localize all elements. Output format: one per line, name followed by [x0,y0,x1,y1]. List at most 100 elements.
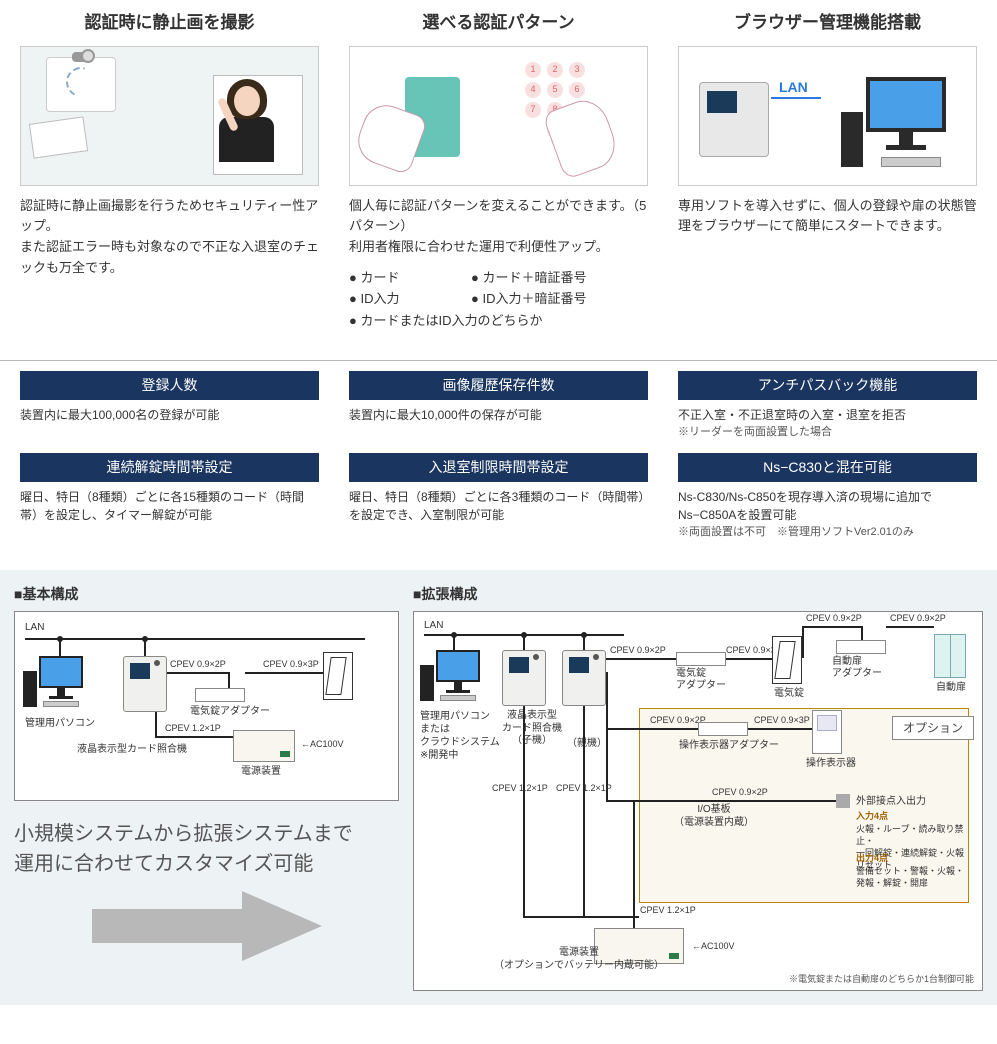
diagram-title-basic: ■基本構成 [14,584,399,605]
auto-door-adapter-label: 自動扉 アダプター [832,656,882,680]
ac-label: ←AC100V [692,940,735,954]
diagram-extended: LAN 管理用パソコン または クラウドシステム ※開発中 液晶表示型 カード照… [413,611,983,991]
spec-item: 連続解錠時間帯設定 曜日、特日（8種類）ごとに各15種類のコード（時間帯）を設定… [20,453,319,541]
reader-child-icon [502,650,546,706]
psu-label: 電源装置 [241,764,281,779]
lock-adapter-label: 電気錠アダプター [190,704,270,719]
spec-note: ※リーダーを両面設置した場合 [678,424,977,441]
feature-illustration [20,46,319,186]
reader-icon [123,656,167,712]
spec-item: Ns−C830と混在可能 Ns-C830/Ns-C850を現存導入済の現場に追加… [678,453,977,541]
spec-desc: 装置内に最大100,000名の登録が可能 [20,406,319,424]
pc-label: 管理用パソコン または クラウドシステム ※開発中 [420,710,500,762]
spec-item: アンチパスバック機能 不正入室・不正退室時の入室・退室を拒否 ※リーダーを両面設… [678,371,977,441]
feature-auth-pattern: 選べる認証パターン 1 2 3 4 5 6 7 8 9 0 個人毎に認証パターン… [349,10,648,330]
spec-item: 入退室制限時間帯設定 曜日、特日（8種類）ごとに各3種類のコード（時間帯）を設定… [349,453,648,541]
display-label: 操作表示器 [806,756,856,771]
feature-illustration: 1 2 3 4 5 6 7 8 9 0 [349,46,648,186]
cable-label: CPEV 0.9×2P [170,658,226,672]
auto-door-label: 自動扉 [936,680,966,695]
spec-desc: 装置内に最大10,000件の保存が可能 [349,406,648,424]
spec-header: アンチパスバック機能 [678,371,977,400]
lan-label: LAN [25,620,44,635]
reader-label: 液晶表示型カード照合機 [77,742,187,757]
diagram-left-col: ■基本構成 LAN 管理用パソコン 液晶表示型カード照合機 CPEV 0.9×2… [14,584,399,991]
spec-desc: 曜日、特日（8種類）ごとに各3種類のコード（時間帯）を設定でき、入室制限が可能 [349,488,648,524]
auto-door-icon [934,634,966,678]
cable-label: CPEV 0.9×2P [890,612,946,626]
spec-desc: 不正入室・不正退室時の入室・退室を拒否 [678,406,977,424]
cable-label: CPEV 1.2×1P [640,904,696,918]
cable-label: CPEV 0.9×2P [806,612,862,626]
spec-header: 入退室制限時間帯設定 [349,453,648,482]
spec-item: 登録人数 装置内に最大100,000名の登録が可能 [20,371,319,441]
lan-label: LAN [424,618,443,633]
spec-note: ※両面設置は不可 ※管理用ソフトVer2.01のみ [678,524,977,541]
display-device-icon [812,710,842,754]
io-board-icon [836,794,850,808]
reader-parent-icon [562,650,606,706]
cable-label: CPEV 0.9×2P [610,644,666,658]
feature-bullet-list: ● カード ● カード＋暗証番号 ● ID入力 ● ID入力＋暗証番号 ● カー… [349,268,648,331]
io-out-list: 出力4点 警備セット・警報・火報・ 発報・解錠・開扉 [856,852,966,888]
lock-label: 電気錠 [774,686,804,701]
diagram-title-ext: ■拡張構成 [413,584,983,605]
door-icon [323,652,353,700]
spec-desc: 曜日、特日（8種類）ごとに各15種類のコード（時間帯）を設定し、タイマー解錠が可… [20,488,319,524]
spec-grid: 登録人数 装置内に最大100,000名の登録が可能 画像履歴保存件数 装置内に最… [0,360,997,560]
psu-icon [233,730,295,762]
cable-label: CPEV 1.2×1P [556,782,612,796]
pc-label: 管理用パソコン [25,716,95,731]
pc-icon [436,650,480,701]
feature-desc: 専用ソフトを導入せずに、個人の登録や扉の状態管理をブラウザーにて簡単にスタートで… [678,196,977,238]
spec-header: 登録人数 [20,371,319,400]
arrow-right-icon [92,891,322,961]
feature-row: 認証時に静止画を撮影 認証時に静止画撮影を行うためセキュリティー性アップ。 また… [0,0,997,350]
spec-header: Ns−C830と混在可能 [678,453,977,482]
disp-adapter-icon [698,722,748,736]
feature-still-image: 認証時に静止画を撮影 認証時に静止画撮影を行うためセキュリティー性アップ。 また… [20,10,319,330]
diagram-section: ■基本構成 LAN 管理用パソコン 液晶表示型カード照合機 CPEV 0.9×2… [0,570,997,1005]
spec-desc: Ns-C830/Ns-C850を現存導入済の現場に追加でNs−C850Aを設置可… [678,488,977,524]
lan-label: LAN [779,77,808,98]
diagram-footnote: ※電気錠または自動扉のどちらか1台制御可能 [789,973,974,987]
cable-label: CPEV 1.2×1P [165,722,221,736]
feature-desc: 認証時に静止画撮影を行うためセキュリティー性アップ。 また認証エラー時も対象なの… [20,196,319,279]
feature-illustration: LAN [678,46,977,186]
auto-door-adapter-icon [836,640,886,654]
cable-label: CPEV 0.9×2P [712,786,768,800]
list-item: ● カードまたはID入力のどちらか [349,311,648,331]
ac-label: ←AC100V [301,738,344,752]
diagram-basic: LAN 管理用パソコン 液晶表示型カード照合機 CPEV 0.9×2P 電気錠ア… [14,611,399,801]
lock-adapter-icon [195,688,245,702]
diagram-right-col: ■拡張構成 LAN 管理用パソコン または クラウドシステム ※開発中 液晶表示… [413,584,983,991]
cable-label: CPEV 1.2×1P [492,782,548,796]
spec-header: 連続解錠時間帯設定 [20,453,319,482]
cable-label: CPEV 0.9×3P [754,714,810,728]
reader-child-label: 液晶表示型 カード照合機 （子機） [502,710,562,748]
feature-title: 選べる認証パターン [349,10,648,36]
pc-icon [39,656,83,707]
option-label: オプション [892,716,974,740]
lock-adapter-icon [676,652,726,666]
io-label: I/O基板 （電源装置内蔵） [674,804,754,829]
spec-header: 画像履歴保存件数 [349,371,648,400]
reader-parent-label: （親機） [567,736,607,751]
feature-title: 認証時に静止画を撮影 [20,10,319,36]
feature-browser-mgmt: ブラウザー管理機能搭載 LAN 専用ソフトを導入せずに、個人の登録や扉の状態管理… [678,10,977,330]
list-item: ● カード＋暗証番号 [471,268,648,288]
spec-item: 画像履歴保存件数 装置内に最大10,000件の保存が可能 [349,371,648,441]
disp-adapter-label: 操作表示器アダプター [679,738,779,753]
list-item: ● カード [349,268,461,288]
list-item: ● ID入力＋暗証番号 [471,289,648,309]
lock-adapter-label: 電気錠 アダプター [676,668,726,692]
list-item: ● ID入力 [349,289,461,309]
pc-icon [841,77,951,167]
feature-desc: 個人毎に認証パターンを変えることができます。（5パターン） 利用者権限に合わせた… [349,196,648,258]
ext-io-label: 外部接点入出力 [856,794,926,809]
psu-label: 電源装置 （オプションでバッテリー内蔵可能） [494,947,664,972]
cable-label: CPEV 0.9×3P [263,658,319,672]
feature-title: ブラウザー管理機能搭載 [678,10,977,36]
diagram-caption: 小規模システムから拡張システムまで 運用に合わせてカスタマイズ可能 [14,819,399,879]
door-icon [772,636,802,684]
